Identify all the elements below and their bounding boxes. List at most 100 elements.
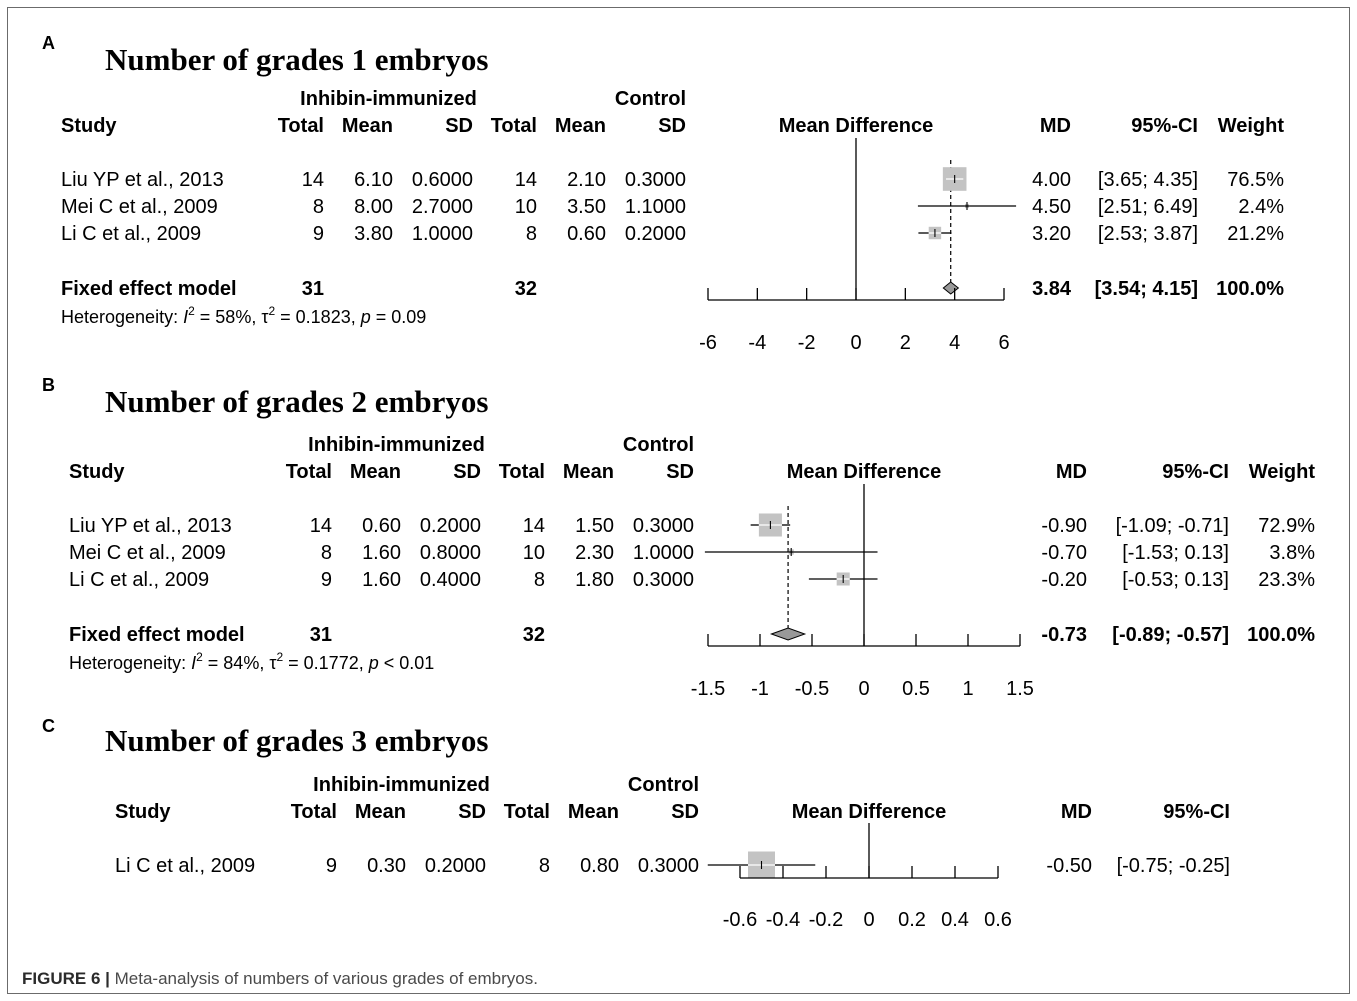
- column-header-mean: Mean: [342, 115, 393, 137]
- heterogeneity-text: Heterogeneity: I2 = 84%, τ2 = 0.1772, p …: [69, 650, 434, 673]
- fixed-effect-label: Fixed effect model: [61, 278, 237, 300]
- control-total: 14: [523, 515, 545, 537]
- column-header-study: Study: [115, 801, 171, 823]
- x-tick-label: 1: [962, 678, 973, 700]
- pooled-md: 3.84: [1032, 278, 1072, 300]
- x-tick-label: -4: [748, 332, 766, 354]
- treatment-total: 14: [302, 169, 324, 191]
- study-md: -0.90: [1041, 515, 1087, 537]
- control-mean: 0.60: [567, 223, 606, 245]
- study-ci: [-1.53; 0.13]: [1122, 542, 1229, 564]
- x-tick-label: 0: [858, 678, 869, 700]
- control-mean: 1.80: [575, 569, 614, 591]
- column-header-total: Total: [504, 801, 550, 823]
- het-tau2-value: = 0.1823,: [275, 307, 361, 327]
- column-header-study: Study: [69, 461, 125, 483]
- column-header-sd: SD: [666, 461, 694, 483]
- control-total: 8: [526, 223, 537, 245]
- pooled-treatment-total: 31: [302, 278, 324, 300]
- treatment-sd: 0.4000: [420, 569, 481, 591]
- treatment-mean: 8.00: [354, 196, 393, 218]
- control-mean: 2.30: [575, 542, 614, 564]
- group-header-treatment: Inhibin-immunized: [313, 774, 490, 796]
- treatment-total: 14: [310, 515, 332, 537]
- panel-title: Number of grades 2 embryos: [105, 384, 488, 419]
- caption-text: Meta-analysis of numbers of various grad…: [114, 969, 538, 988]
- group-header-treatment: Inhibin-immunized: [300, 88, 477, 110]
- group-header-treatment: Inhibin-immunized: [308, 434, 485, 456]
- figure-caption: FIGURE 6 | Meta-analysis of numbers of v…: [22, 969, 538, 989]
- panel-letter: C: [42, 716, 55, 736]
- control-sd: 0.3000: [625, 169, 686, 191]
- panel-title: Number of grades 1 embryos: [105, 42, 488, 77]
- x-tick-label: -1.5: [691, 678, 725, 700]
- control-total: 14: [515, 169, 537, 191]
- control-sd: 1.1000: [625, 196, 686, 218]
- pooled-treatment-total: 31: [310, 624, 332, 646]
- study-weight: 23.3%: [1258, 569, 1315, 591]
- pooled-diamond: [942, 281, 960, 295]
- pooled-control-total: 32: [515, 278, 537, 300]
- column-header-mean-difference: Mean Difference: [787, 461, 942, 483]
- column-header-ci: 95%-CI: [1162, 461, 1229, 483]
- treatment-sd: 0.6000: [412, 169, 473, 191]
- treatment-sd: 0.2000: [420, 515, 481, 537]
- treatment-mean: 0.30: [367, 855, 406, 877]
- het-tau2-value: = 0.1772,: [283, 653, 369, 673]
- study-md: -0.20: [1041, 569, 1087, 591]
- control-sd: 0.3000: [633, 569, 694, 591]
- pooled-weight: 100.0%: [1216, 278, 1284, 300]
- column-header-mean-difference: Mean Difference: [779, 115, 934, 137]
- treatment-total: 8: [313, 196, 324, 218]
- het-p-value: = 0.09: [371, 307, 427, 327]
- x-tick-label: -6: [699, 332, 717, 354]
- column-header-weight: Weight: [1218, 115, 1285, 137]
- study-name: Li C et al., 2009: [115, 855, 255, 877]
- study-ci: [-0.53; 0.13]: [1122, 569, 1229, 591]
- column-header-sd: SD: [445, 115, 473, 137]
- column-header-ci: 95%-CI: [1131, 115, 1198, 137]
- study-name: Liu YP et al., 2013: [69, 515, 232, 537]
- control-total: 10: [515, 196, 537, 218]
- het-superscript: 2: [188, 304, 195, 318]
- het-superscript: 2: [268, 304, 275, 318]
- het-i-symbol: I: [191, 653, 196, 673]
- control-sd: 0.3000: [638, 855, 699, 877]
- column-header-sd: SD: [453, 461, 481, 483]
- column-header-mean: Mean: [555, 115, 606, 137]
- study-weight: 3.8%: [1269, 542, 1315, 564]
- control-mean: 0.80: [580, 855, 619, 877]
- treatment-total: 9: [326, 855, 337, 877]
- x-tick-label: 0: [863, 909, 874, 931]
- panel-letter: B: [42, 375, 55, 395]
- control-total: 8: [539, 855, 550, 877]
- x-tick-label: 4: [949, 332, 960, 354]
- column-header-total: Total: [499, 461, 545, 483]
- treatment-sd: 0.2000: [425, 855, 486, 877]
- column-header-md: MD: [1056, 461, 1087, 483]
- het-p-symbol: p: [360, 307, 371, 327]
- pooled-ci: [3.54; 4.15]: [1095, 278, 1198, 300]
- group-header-control: Control: [615, 88, 686, 110]
- column-header-mean-difference: Mean Difference: [792, 801, 947, 823]
- study-md: 3.20: [1032, 223, 1071, 245]
- x-tick-label: 6: [998, 332, 1009, 354]
- column-header-mean: Mean: [355, 801, 406, 823]
- pooled-diamond: [769, 627, 807, 641]
- treatment-total: 8: [321, 542, 332, 564]
- study-ci: [3.65; 4.35]: [1098, 169, 1198, 191]
- treatment-mean: 1.60: [362, 569, 401, 591]
- column-header-weight: Weight: [1249, 461, 1316, 483]
- column-header-md: MD: [1061, 801, 1092, 823]
- column-header-sd: SD: [658, 115, 686, 137]
- het-p-symbol: p: [368, 653, 379, 673]
- column-header-mean: Mean: [568, 801, 619, 823]
- x-tick-label: 0.2: [898, 909, 926, 931]
- control-sd: 1.0000: [633, 542, 694, 564]
- het-i2-value: = 84%,: [203, 653, 270, 673]
- control-sd: 0.3000: [633, 515, 694, 537]
- study-md: -0.70: [1041, 542, 1087, 564]
- het-i-symbol: I: [183, 307, 188, 327]
- x-tick-label: 0: [850, 332, 861, 354]
